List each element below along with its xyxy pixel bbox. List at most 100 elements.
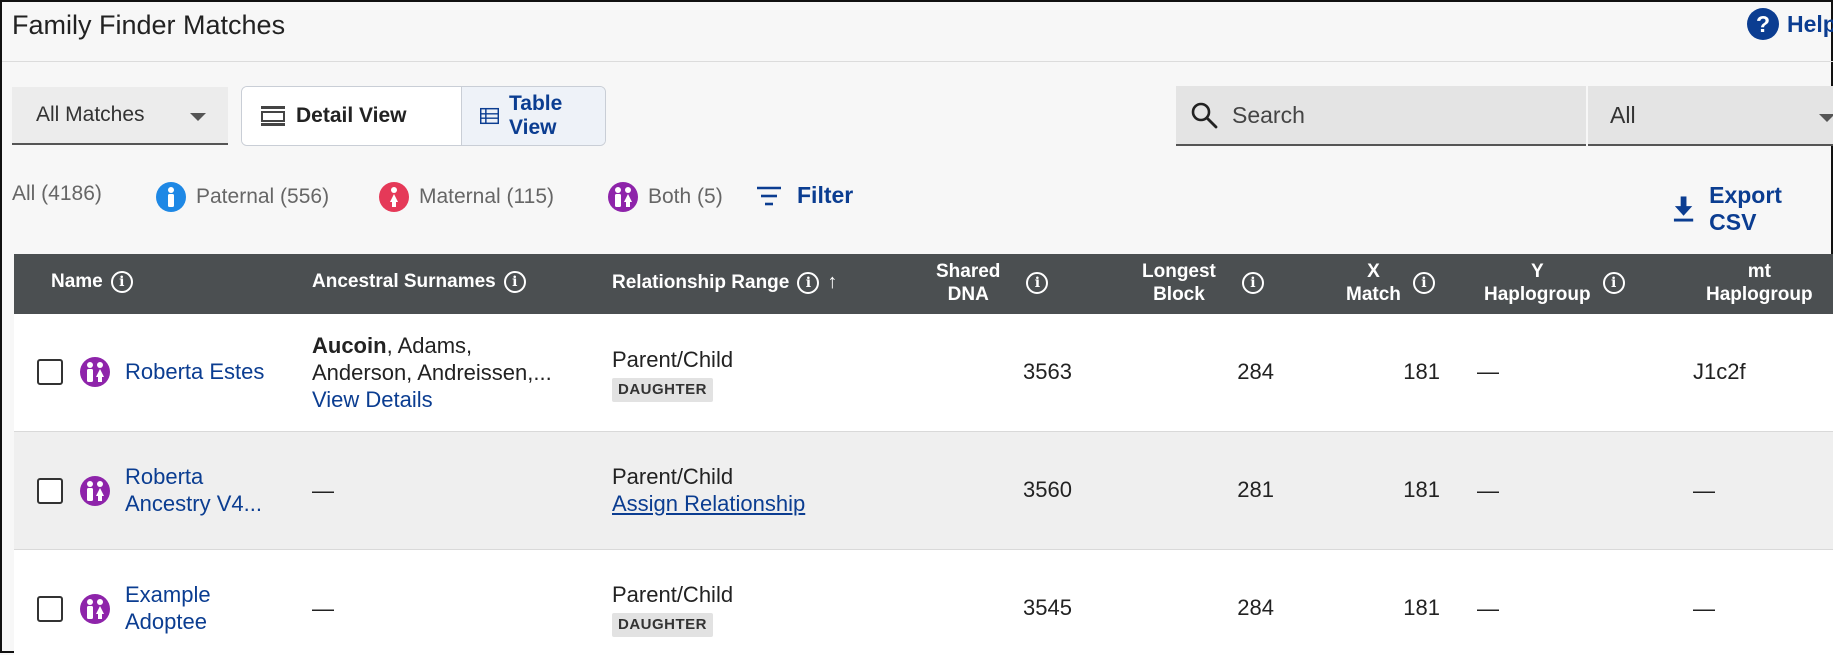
info-icon[interactable]: i <box>1241 272 1264 294</box>
column-shared-dna[interactable]: Shared DNA i <box>936 260 1049 306</box>
filter-icon <box>757 186 781 205</box>
column-surnames-label: Ancestral Surnames <box>312 271 496 292</box>
column-y-haplogroup[interactable]: Y Haplogroup i <box>1484 260 1625 306</box>
column-name[interactable]: Name i <box>51 271 133 293</box>
relationship-cell: Parent/Child DAUGHTER <box>612 346 733 402</box>
column-x-label-1: X <box>1367 261 1380 282</box>
column-x-match[interactable]: X Match i <box>1346 260 1435 306</box>
relationship-text: Parent/Child <box>612 582 734 607</box>
help-icon: ? <box>1747 8 1779 40</box>
table-view-icon <box>480 107 500 125</box>
search-input[interactable]: Search <box>1176 86 1586 146</box>
column-relationship-range[interactable]: Relationship Range i ↑ <box>612 271 837 294</box>
mt-haplogroup-value: — <box>1693 596 1715 621</box>
info-icon[interactable]: i <box>110 271 133 293</box>
column-ancestral-surnames[interactable]: Ancestral Surnames i <box>312 271 526 293</box>
column-name-label: Name <box>51 271 103 292</box>
caret-down-icon <box>1819 114 1833 122</box>
view-details-link[interactable]: View Details <box>312 387 433 412</box>
assign-relationship-link[interactable]: Assign Relationship <box>612 491 806 516</box>
filter-maternal-label: Maternal (115) <box>419 185 555 208</box>
mt-haplogroup-value: J1c2f <box>1693 359 1746 384</box>
surname-bold: Aucoin <box>312 333 387 358</box>
relationship-badge: DAUGHTER <box>612 378 713 402</box>
export-csv-button[interactable]: Export CSV <box>1672 182 1831 236</box>
longest-block-value: 284 <box>1237 595 1274 620</box>
help-label: Help <box>1787 10 1833 37</box>
page-title: Family Finder Matches <box>12 10 286 40</box>
matches-table: Name i Ancestral Surnames i Relationship… <box>14 254 1833 655</box>
filter-paternal-label: Paternal (556) <box>196 185 330 208</box>
info-icon[interactable]: i <box>1412 272 1435 294</box>
both-parents-icon <box>80 357 110 387</box>
filter-button[interactable]: Filter <box>755 182 853 209</box>
table-view-button[interactable]: Table View <box>462 87 605 145</box>
match-name-line2: Ancestry V4... <box>125 491 262 516</box>
ancestral-surnames-cell: — <box>312 478 334 503</box>
surnames-text: , Adams, <box>386 333 473 358</box>
header-divider <box>2 61 1833 62</box>
table-view-label: Table View <box>509 92 563 139</box>
help-link[interactable]: ? Help <box>1747 8 1833 40</box>
search-scope-select[interactable]: All <box>1588 86 1833 146</box>
detail-view-button[interactable]: Detail View <box>242 87 462 145</box>
match-name-line2: Adoptee <box>125 609 207 634</box>
table-row[interactable]: Roberta Estes Aucoin, Adams, Anderson, A… <box>14 314 1833 432</box>
row-checkbox[interactable] <box>37 478 63 504</box>
column-y-label-2: Haplogroup <box>1484 284 1591 305</box>
row-checkbox[interactable] <box>37 596 63 622</box>
column-longest-label-1: Longest <box>1142 261 1216 282</box>
both-parents-icon <box>80 476 110 506</box>
maternal-person-icon <box>379 182 409 212</box>
column-longest-label-2: Block <box>1153 284 1205 305</box>
filter-maternal[interactable]: Maternal (115) <box>379 182 554 212</box>
filter-paternal[interactable]: Paternal (556) <box>156 182 329 212</box>
x-match-value: 181 <box>1403 477 1440 502</box>
search-icon <box>1191 102 1218 129</box>
column-relationship-label: Relationship Range <box>612 271 790 293</box>
match-name-link[interactable]: Roberta Ancestry V4... <box>125 463 285 517</box>
column-shared-dna-label-1: Shared <box>936 261 1001 282</box>
both-parents-icon <box>80 594 110 624</box>
column-mt-label-2: Haplogroup <box>1706 284 1813 305</box>
table-header: Name i Ancestral Surnames i Relationship… <box>14 254 1833 314</box>
longest-block-value: 284 <box>1237 359 1274 384</box>
column-x-label-2: Match <box>1346 284 1401 305</box>
row-checkbox[interactable] <box>37 359 63 385</box>
longest-block-value: 281 <box>1237 477 1274 502</box>
ancestral-surnames-cell: — <box>312 596 334 621</box>
sort-ascending-icon[interactable]: ↑ <box>827 271 838 293</box>
column-mt-haplogroup[interactable]: mt Haplogroup <box>1706 260 1813 306</box>
relationship-cell: Parent/Child DAUGHTER <box>612 581 733 637</box>
match-name-link[interactable]: Roberta Estes <box>125 359 265 384</box>
relationship-text: Parent/Child <box>612 347 734 372</box>
search-placeholder: Search <box>1232 101 1305 128</box>
table-row[interactable]: Roberta Ancestry V4... — Parent/Child As… <box>14 432 1833 550</box>
match-name-line1: Example <box>125 582 211 607</box>
info-icon[interactable]: i <box>1602 272 1625 294</box>
x-match-value: 181 <box>1403 595 1440 620</box>
info-icon[interactable]: i <box>1026 272 1049 294</box>
paternal-person-icon <box>156 182 186 212</box>
matches-select-value: All Matches <box>36 103 145 126</box>
mt-haplogroup-value: — <box>1693 478 1715 503</box>
y-haplogroup-value: — <box>1477 478 1499 503</box>
relationship-text: Parent/Child <box>612 464 734 489</box>
matches-select[interactable]: All Matches <box>12 87 228 145</box>
table-row[interactable]: Example Adoptee — Parent/Child DAUGHTER … <box>14 550 1833 655</box>
match-name-link[interactable]: Example Adoptee <box>125 581 285 635</box>
info-icon[interactable]: i <box>503 271 526 293</box>
filter-both[interactable]: Both (5) <box>608 182 723 212</box>
match-name-line1: Roberta <box>125 464 204 489</box>
ancestral-surnames-cell: Aucoin, Adams, Anderson, Andreissen,... … <box>312 332 552 413</box>
filter-all[interactable]: All (4186) <box>12 182 102 206</box>
detail-view-icon <box>261 106 285 126</box>
info-icon[interactable]: i <box>797 271 820 294</box>
export-label: Export CSV <box>1709 182 1782 235</box>
download-icon <box>1673 196 1694 222</box>
column-longest-block[interactable]: Longest Block i <box>1142 260 1264 306</box>
caret-down-icon <box>190 113 206 121</box>
surnames-text-line2: Anderson, Andreissen,... <box>312 360 552 385</box>
both-parents-icon <box>608 182 638 212</box>
view-toggle: Detail View Table View <box>241 86 606 146</box>
